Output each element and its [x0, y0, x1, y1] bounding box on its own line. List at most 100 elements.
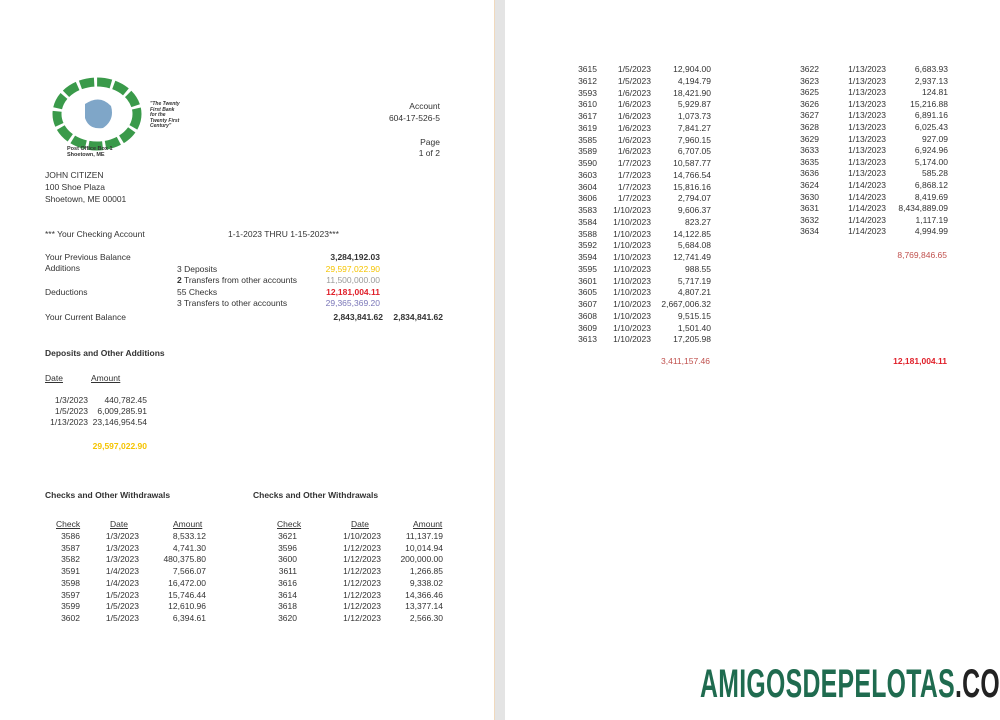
statement-page-2	[505, 0, 1000, 720]
address-line: Shoetown, ME	[67, 152, 105, 158]
check-date: 1/10/2023	[613, 334, 651, 344]
check-date: 1/12/2023	[343, 566, 381, 576]
tagline-line: "The Twenty	[150, 101, 180, 107]
deposits-total: 29,597,022.90	[92, 441, 147, 451]
bank-logo-icon	[52, 77, 142, 151]
check-date: 1/6/2023	[617, 99, 651, 109]
check-number: 3605	[578, 287, 597, 297]
check-number: 3624	[800, 180, 819, 190]
watermark: AMIGOSDEPELOTAS.COM	[700, 662, 1000, 707]
checks-title-2: Checks and Other Withdrawals	[253, 490, 379, 500]
check-date: 1/5/2023	[105, 590, 139, 600]
check-date: 1/5/2023	[105, 613, 139, 623]
check-number: 3616	[278, 578, 297, 588]
check-amount: 5,717.19	[677, 276, 711, 286]
customer-city: Shoetown, ME 00001	[45, 194, 127, 204]
check-amount: 5,684.08	[677, 240, 711, 250]
check-amount: 7,566.07	[172, 566, 206, 576]
check-number: 3594	[578, 252, 597, 262]
check-number: 3621	[278, 531, 297, 541]
check-date: 1/10/2023	[613, 264, 651, 274]
check-amount: 1,266.85	[409, 566, 443, 576]
check-number: 3630	[800, 192, 819, 202]
check-amount: 6,394.61	[172, 613, 206, 623]
check-number: 3586	[61, 531, 80, 541]
check-date: 1/13/2023	[848, 134, 886, 144]
checks-value: 12,181,004.11	[326, 287, 380, 297]
check-amount: 1,501.40	[677, 323, 711, 333]
checks-subtotal-2: 8,769,846.65	[897, 250, 947, 260]
check-amount: 4,807.21	[677, 287, 711, 297]
deductions-label: Deductions	[45, 287, 88, 297]
check-date: 1/10/2023	[613, 323, 651, 333]
check-date: 1/12/2023	[343, 578, 381, 588]
check-date: 1/12/2023	[343, 543, 381, 553]
check-date: 1/3/2023	[105, 531, 139, 541]
check-amount: 2,667,006.32	[661, 299, 711, 309]
check-date: 1/10/2023	[613, 240, 651, 250]
check-amount: 9,515.15	[677, 311, 711, 321]
check-number: 3629	[800, 134, 819, 144]
check-date: 1/3/2023	[105, 543, 139, 553]
check-amount: 12,610.96	[168, 601, 206, 611]
check-number: 3626	[800, 99, 819, 109]
check-date: 1/13/2023	[848, 157, 886, 167]
check-number: 3591	[61, 566, 80, 576]
check-number: 3608	[578, 311, 597, 321]
check-number: 3602	[61, 613, 80, 623]
check-date: 1/14/2023	[848, 192, 886, 202]
check-date: 1/12/2023	[343, 554, 381, 564]
check-amount: 585.28	[922, 168, 948, 178]
checks-header-amount: Amount	[173, 519, 203, 529]
check-number: 3618	[278, 601, 297, 611]
check-amount: 927.09	[922, 134, 948, 144]
check-date: 1/13/2023	[848, 145, 886, 155]
deposit-amount: 23,146,954.54	[92, 417, 147, 427]
customer-street: 100 Shoe Plaza	[45, 182, 106, 192]
check-amount: 6,025.43	[914, 122, 948, 132]
check-date: 1/12/2023	[343, 601, 381, 611]
check-amount: 11,137.19	[405, 531, 443, 541]
check-number: 3613	[578, 334, 597, 344]
deposit-amount: 440,782.45	[104, 395, 147, 405]
check-amount: 15,746.44	[168, 590, 206, 600]
check-amount: 6,683.93	[914, 64, 948, 74]
page-label: Page	[420, 137, 440, 147]
deposits-value: 29,597,022.90	[325, 264, 380, 274]
page-number: 1 of 2	[418, 148, 440, 158]
check-date: 1/13/2023	[848, 76, 886, 86]
check-amount: 2,794.07	[677, 193, 711, 203]
check-amount: 5,174.00	[914, 157, 948, 167]
previous-balance-label: Your Previous Balance	[45, 252, 131, 262]
checks-subtotal-1: 3,411,157.46	[661, 356, 710, 366]
check-number: 3596	[278, 543, 297, 553]
check-number: 3632	[800, 215, 819, 225]
tagline-line: Century"	[150, 123, 172, 129]
check-date: 1/14/2023	[848, 215, 886, 225]
check-number: 3615	[578, 64, 597, 74]
check-number: 3636	[800, 168, 819, 178]
check-amount: 12,741.49	[673, 252, 711, 262]
check-number: 3610	[578, 99, 597, 109]
check-amount: 8,434,889.09	[898, 203, 948, 213]
checks-header-date: Date	[351, 519, 369, 529]
check-number: 3601	[578, 276, 597, 286]
tagline-line: Twenty First	[150, 117, 180, 124]
deposits-header-date: Date	[45, 373, 63, 383]
check-number: 3612	[578, 76, 597, 86]
check-date: 1/10/2023	[613, 229, 651, 239]
check-number: 3592	[578, 240, 597, 250]
check-amount: 13,377.14	[405, 601, 443, 611]
check-date: 1/12/2023	[343, 613, 381, 623]
check-number: 3627	[800, 110, 819, 120]
check-number: 3622	[800, 64, 819, 74]
transfers-out-value: 29,365,369.20	[325, 298, 380, 308]
deposits-label: 3 Deposits	[177, 264, 218, 274]
check-number: 3587	[61, 543, 80, 553]
check-number: 3617	[578, 111, 597, 121]
check-number: 3588	[578, 229, 597, 239]
check-number: 3619	[578, 123, 597, 133]
check-amount: 6,891.16	[914, 110, 948, 120]
check-amount: 6,924.96	[914, 145, 948, 155]
deposit-amount: 6,009,285.91	[97, 406, 147, 416]
